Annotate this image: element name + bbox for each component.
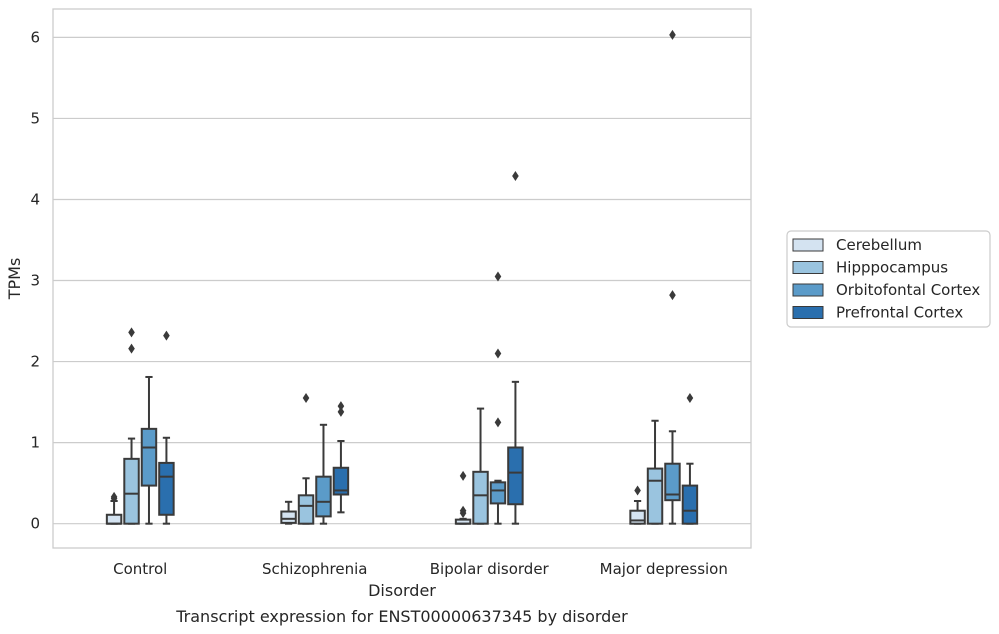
legend-frame xyxy=(786,230,991,328)
box-orbitofontal-cortex xyxy=(664,29,681,525)
outlier-point xyxy=(459,470,467,481)
legend-label: Orbitofontal Cortex xyxy=(836,281,980,299)
box-iqr xyxy=(297,494,315,525)
outlier-point xyxy=(128,327,135,338)
boxes xyxy=(105,29,699,525)
legend: Cerebellum Hipppocampus Orbitofontal Corte… xyxy=(786,230,991,328)
plot-frame xyxy=(52,8,752,549)
box-iqr xyxy=(332,466,350,496)
outlier-point xyxy=(669,29,676,40)
outlier-point xyxy=(494,348,502,359)
outlier-point xyxy=(686,393,694,404)
outlier-point xyxy=(128,343,135,354)
legend-swatch xyxy=(792,306,824,319)
box-orbitofontal-cortex xyxy=(140,375,158,525)
box-cerebellum xyxy=(105,491,123,525)
chart-title: Transcript expression for ENST0000063734… xyxy=(175,607,628,626)
outlier-point xyxy=(494,271,502,282)
box-iqr xyxy=(123,457,140,525)
outlier-point xyxy=(669,290,676,301)
box-iqr xyxy=(105,513,123,525)
y-tick-label: 5 xyxy=(30,109,40,127)
box-cerebellum xyxy=(454,470,472,525)
legend-label: Prefrontal Cortex xyxy=(836,304,963,322)
y-axis-label: TPMs xyxy=(5,258,24,301)
box-iqr xyxy=(140,427,158,487)
box-iqr xyxy=(472,470,489,525)
box-prefrontal-cortex xyxy=(507,170,524,525)
y-tick-label: 6 xyxy=(30,28,40,46)
box-iqr xyxy=(489,481,507,505)
box-prefrontal-cortex xyxy=(681,393,699,525)
x-tick-label: Bipolar disorder xyxy=(430,560,550,578)
outlier-point xyxy=(494,417,502,428)
legend-swatch xyxy=(792,261,824,274)
legend-swatch xyxy=(792,238,824,252)
y-tick-label: 0 xyxy=(30,515,40,533)
outlier-point xyxy=(459,505,467,516)
box-iqr xyxy=(507,446,524,506)
box-cerebellum xyxy=(629,485,646,525)
y-tick-label: 1 xyxy=(30,434,40,452)
x-axis-label: Disorder xyxy=(368,581,436,600)
legend-label: Cerebellum xyxy=(836,236,922,254)
box-iqr xyxy=(158,461,175,516)
outlier-point xyxy=(110,491,118,502)
legend-swatch xyxy=(792,283,824,297)
box-iqr xyxy=(646,467,664,525)
box-iqr xyxy=(315,475,332,518)
box-hipppocampus xyxy=(123,327,140,525)
x-axis-ticks: Control Schizophrenia Bipolar disorder Majo… xyxy=(113,560,728,578)
y-tick-label: 3 xyxy=(30,272,40,290)
outlier-point xyxy=(302,393,310,404)
y-tick-label: 2 xyxy=(30,353,40,371)
outlier-point xyxy=(163,330,170,341)
outlier-point xyxy=(337,401,345,412)
box-orbitofontal-cortex xyxy=(315,423,332,525)
x-tick-label: Schizophrenia xyxy=(262,560,367,578)
outlier-point xyxy=(512,170,519,181)
y-tick-label: 4 xyxy=(30,190,40,208)
box-iqr xyxy=(681,484,699,525)
box-prefrontal-cortex xyxy=(332,401,350,514)
plot-area xyxy=(53,9,751,548)
box-orbitofontal-cortex xyxy=(489,271,507,525)
box-hipppocampus xyxy=(297,393,315,525)
box-hipppocampus xyxy=(646,419,664,525)
gridlines xyxy=(53,36,751,525)
box-iqr xyxy=(629,509,646,525)
legend-label: Hipppocampus xyxy=(836,259,948,277)
box-iqr xyxy=(664,462,681,502)
outlier-point xyxy=(634,485,641,496)
box-hipppocampus xyxy=(472,407,489,525)
x-tick-label: Major depression xyxy=(600,560,728,578)
x-tick-label: Control xyxy=(113,560,167,578)
box-iqr xyxy=(280,510,297,524)
box-prefrontal-cortex xyxy=(158,330,175,525)
y-axis-ticks: 0 1 2 3 4 5 6 xyxy=(30,28,40,532)
box-cerebellum xyxy=(280,500,297,525)
outlier-point xyxy=(337,406,345,417)
